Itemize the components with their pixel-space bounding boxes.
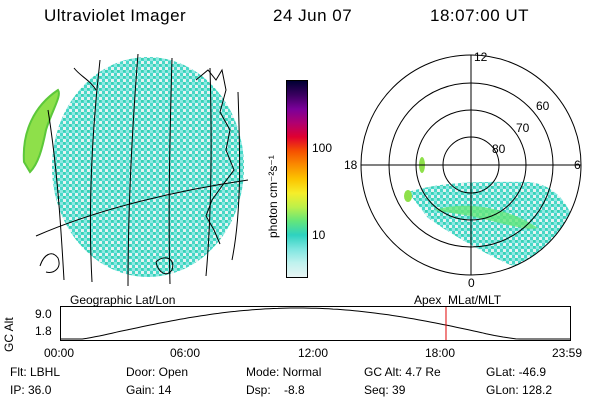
altitude-xtick-4: 23:59 — [552, 346, 583, 360]
altitude-curve — [61, 307, 571, 340]
info-filter: Flt: LBHL — [10, 365, 61, 379]
info-glon: GLon: 128.2 — [486, 383, 553, 397]
instrument-title: Ultraviolet Imager — [44, 6, 187, 25]
colorbar — [286, 80, 308, 278]
info-glat: GLat: -46.9 — [486, 365, 547, 379]
colorbar-unit-label: photon cm⁻²s⁻¹ — [266, 155, 280, 238]
altitude-ylabel: GC Alt — [2, 317, 16, 352]
geographic-label: Geographic Lat/Lon — [70, 293, 176, 307]
info-seq: Seq: 39 — [364, 383, 406, 397]
mlt-label-18: 18 — [344, 158, 358, 172]
info-gc-alt: GC Alt: 4.7 Re — [364, 365, 441, 379]
altitude-xtick-1: 06:00 — [170, 346, 201, 360]
time-label: 18:07:00 UT — [430, 6, 530, 25]
altitude-plot — [60, 306, 571, 341]
mlt-label-6: 6 — [574, 158, 581, 172]
mlt-label-12: 12 — [474, 50, 488, 64]
polar-grid — [360, 54, 582, 276]
mlat-label-80: 80 — [492, 142, 506, 156]
lat-lon-grid — [35, 53, 249, 287]
colorbar-tick-10: 10 — [312, 228, 326, 242]
altitude-xtick-2: 12:00 — [298, 346, 329, 360]
aurora-limb-arc — [22, 88, 60, 174]
polar-aurora-oval — [404, 157, 575, 268]
altitude-xtick-0: 00:00 — [44, 346, 75, 360]
info-ip: IP: 36.0 — [10, 383, 52, 397]
altitude-ytick-min: 1.8 — [35, 324, 52, 338]
altitude-plot-frame — [60, 306, 571, 341]
altitude-ytick-max: 9.0 — [35, 307, 52, 321]
coastlines — [39, 67, 235, 275]
info-dsp: Dsp: -8.8 — [246, 383, 305, 397]
apex-label: Apex MLat/MLT — [414, 293, 502, 307]
earth-disk — [52, 57, 244, 277]
mlat-label-70: 70 — [516, 121, 530, 135]
mlat-label-60: 60 — [536, 99, 550, 113]
date-label: 24 Jun 07 — [273, 6, 353, 25]
info-gain: Gain: 14 — [126, 383, 172, 397]
geographic-image — [22, 53, 249, 287]
colorbar-tick-100: 100 — [312, 141, 333, 155]
info-mode: Mode: Normal — [246, 365, 322, 379]
polar-plot: 12 18 6 0 60 70 80 — [344, 50, 582, 290]
altitude-xtick-3: 18:00 — [425, 346, 456, 360]
mlt-label-0: 0 — [468, 276, 475, 290]
info-door: Door: Open — [126, 365, 189, 379]
